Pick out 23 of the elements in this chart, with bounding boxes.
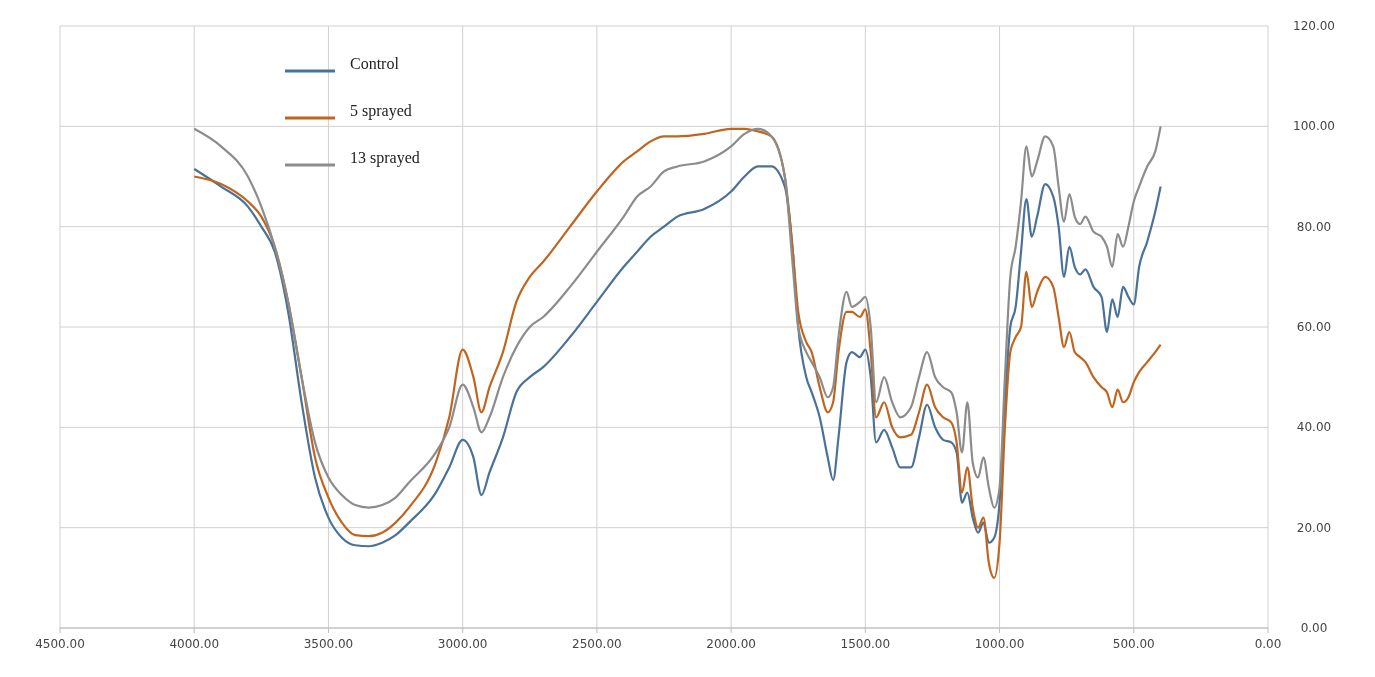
x-tick-label: 2500.00 — [572, 637, 622, 651]
line-series — [193, 125, 1162, 509]
x-tick-label: 2000.00 — [706, 637, 756, 651]
x-tick-label: 500.00 — [1112, 637, 1155, 651]
legend-label: Control — [350, 55, 400, 72]
y-tick-label: 20.00 — [1296, 520, 1332, 535]
x-tick-label: 4500.00 — [35, 637, 85, 651]
y-tick-label: 80.00 — [1296, 219, 1332, 234]
x-tick-label: 1500.00 — [840, 637, 891, 651]
legend-label: 5 sprayed — [350, 102, 412, 120]
y-tick-label: 120.00 — [1293, 19, 1335, 33]
x-tick-label: 0.00 — [1254, 637, 1282, 651]
x-tick-label: 3500.00 — [303, 637, 354, 651]
x-tick-label: 1000.00 — [974, 637, 1025, 651]
line-series — [193, 165, 1162, 548]
x-tick-label: 4000.00 — [169, 637, 220, 651]
y-tick-label: 0.00 — [1300, 621, 1328, 635]
y-tick-label: 100.00 — [1293, 119, 1335, 134]
line-series — [193, 127, 1162, 579]
y-tick-label: 60.00 — [1296, 320, 1332, 334]
y-tick-label: 40.00 — [1296, 420, 1332, 435]
legend-label: 13 sprayed — [350, 149, 420, 167]
x-tick-label: 3000.00 — [437, 637, 488, 651]
